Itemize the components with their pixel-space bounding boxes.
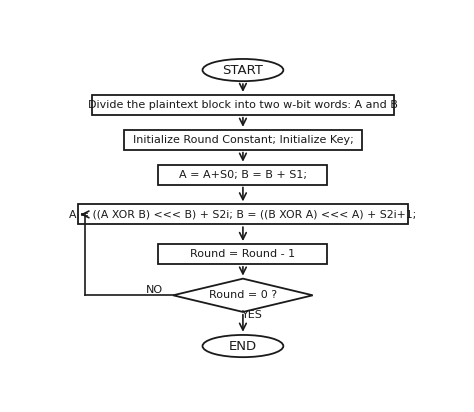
Polygon shape [173,279,313,312]
Text: Divide the plaintext block into two w-bit words: A and B: Divide the plaintext block into two w-bi… [88,100,398,110]
Text: Round = Round - 1: Round = Round - 1 [191,249,295,259]
Text: END: END [229,339,257,353]
Text: A = A+S0; B = B + S1;: A = A+S0; B = B + S1; [179,170,307,180]
Ellipse shape [202,59,283,81]
Text: YES: YES [242,310,263,320]
Text: A = ((A XOR B) <<< B) + S2i; B = ((B XOR A) <<< A) + S2i+1;: A = ((A XOR B) <<< B) + S2i; B = ((B XOR… [69,209,417,220]
Text: Initialize Round Constant; Initialize Key;: Initialize Round Constant; Initialize Ke… [133,135,353,145]
Ellipse shape [202,335,283,357]
Bar [158,244,328,264]
Bar [158,165,328,185]
Bar [124,130,362,150]
Text: NO: NO [146,285,164,295]
Bar [78,204,408,225]
Text: Round = 0 ?: Round = 0 ? [209,290,277,300]
Text: START: START [222,63,264,77]
Bar [92,95,393,115]
